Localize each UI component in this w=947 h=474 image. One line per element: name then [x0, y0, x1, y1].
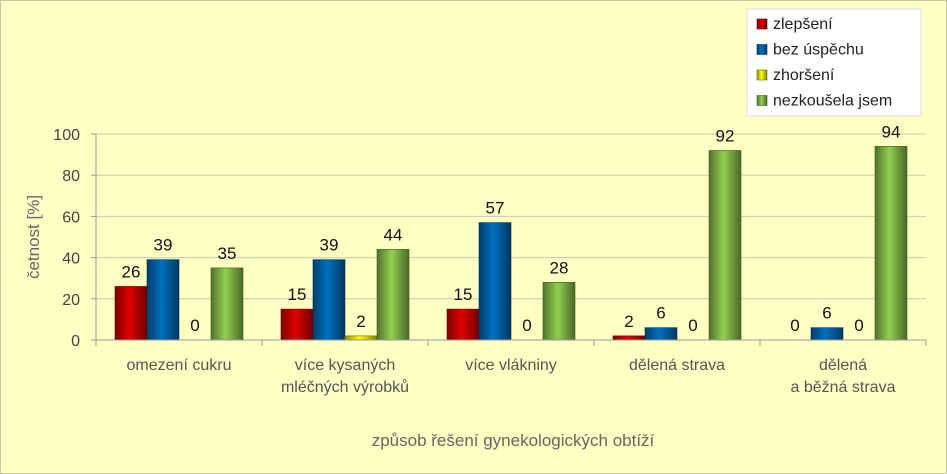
y-tick-label: 40: [62, 251, 80, 268]
legend-swatch: [756, 95, 768, 106]
data-label: 0: [190, 316, 199, 335]
x-tick-label: dělená strava: [629, 357, 725, 374]
y-tick-label: 80: [62, 168, 80, 185]
x-tick-label: mléčných výrobků: [281, 378, 409, 396]
data-label: 57: [486, 199, 505, 218]
bar: [312, 259, 346, 341]
y-tick-label: 0: [71, 333, 80, 350]
bar: [344, 335, 378, 341]
bar: [280, 308, 314, 341]
bar: [542, 282, 576, 341]
data-label: 0: [854, 316, 863, 335]
data-label: 15: [288, 285, 307, 304]
bar: [446, 308, 480, 341]
bar: [478, 222, 512, 341]
data-label: 28: [550, 258, 569, 277]
data-label: 2: [624, 312, 633, 331]
x-tick-label: a běžná strava: [791, 379, 896, 396]
data-label: 44: [384, 225, 403, 244]
data-label: 0: [688, 316, 697, 335]
x-tick-label: více kysaných: [295, 357, 395, 374]
legend-swatch: [756, 69, 768, 81]
y-tick-label: 20: [62, 292, 80, 309]
legend-label: bez úspěchu: [773, 42, 864, 59]
x-tick-label: více vlákniny: [465, 357, 557, 374]
bar: [708, 150, 742, 341]
legend-swatch: [756, 18, 768, 30]
data-label: 39: [154, 236, 173, 255]
data-label: 92: [716, 126, 735, 145]
bar: [376, 249, 410, 341]
data-label: 6: [822, 304, 831, 323]
bar: [612, 335, 646, 341]
bar: [874, 146, 908, 341]
bar: [810, 327, 844, 341]
bars: [114, 146, 908, 341]
bar: [114, 286, 148, 341]
legend-label: zlepšení: [773, 16, 833, 33]
data-label: 2: [356, 312, 365, 331]
legend-swatch: [756, 44, 768, 55]
y-tick-label: 60: [62, 209, 80, 226]
x-tick-label: dělená: [819, 357, 867, 374]
bar: [644, 327, 678, 341]
data-label: 35: [218, 244, 237, 263]
data-label: 94: [882, 122, 901, 141]
legend: zlepšení bez úspěchu zhoršení nezkoušela js…: [746, 8, 922, 117]
data-label: 39: [320, 236, 339, 255]
data-label: 0: [522, 316, 531, 335]
data-label: 0: [790, 316, 799, 335]
data-label: 6: [656, 304, 665, 323]
bar: [210, 267, 244, 341]
legend-box: [746, 8, 922, 117]
legend-label: nezkoušela jsem: [773, 93, 892, 110]
x-tick-label: omezení cukru: [127, 357, 232, 374]
data-label: 15: [454, 285, 473, 304]
y-axis-title: četnost [%]: [24, 195, 43, 279]
data-label: 26: [122, 262, 141, 281]
x-axis-title: způsob řešení gynekologických obtíží: [372, 431, 655, 450]
legend-label: zhoršení: [773, 67, 835, 84]
y-tick-label: 100: [53, 127, 80, 144]
bar: [146, 259, 180, 341]
